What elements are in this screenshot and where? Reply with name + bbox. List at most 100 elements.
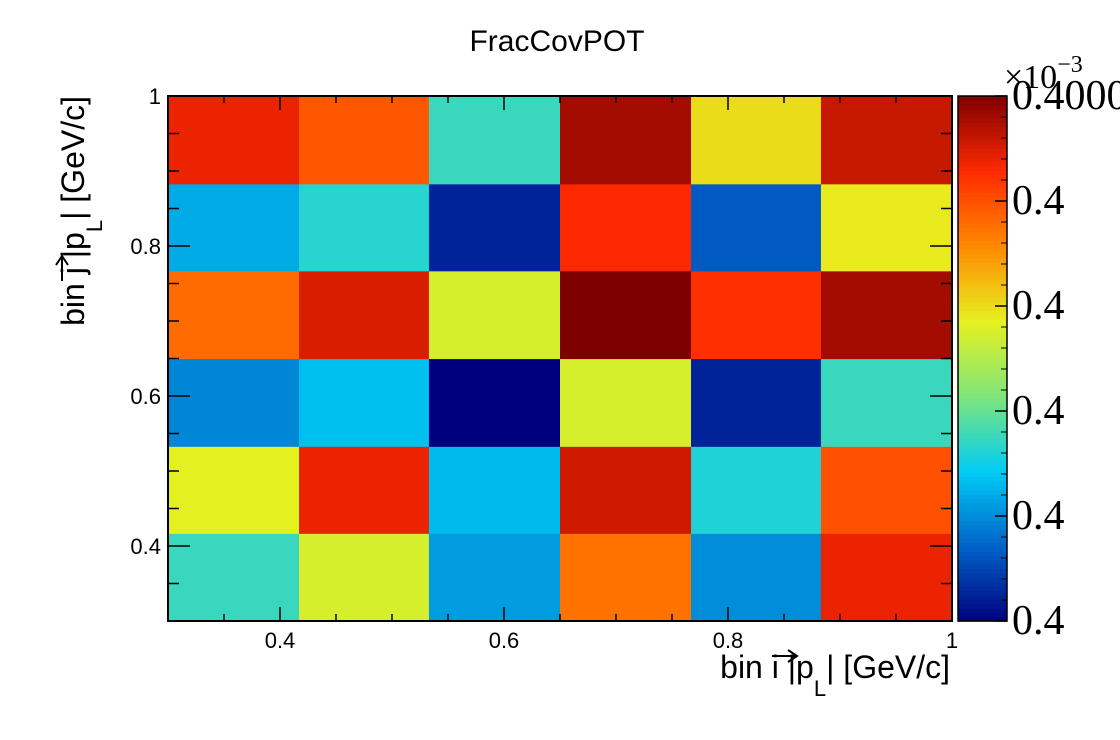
colorbar-swatch xyxy=(958,183,1007,189)
y-axis-title-subscript: L xyxy=(82,220,107,232)
x-tick-label: 0.6 xyxy=(489,628,520,653)
axes: 0.4 0.6 0.8 1 0.4 0.6 0.8 1 xyxy=(130,84,958,653)
colorbar-swatch xyxy=(958,441,1007,447)
colorbar-swatch xyxy=(958,117,1007,123)
heatmap-cell xyxy=(299,446,430,534)
heatmap-cell xyxy=(299,358,430,447)
colorbar-swatch xyxy=(958,174,1007,180)
colorbar-swatch xyxy=(958,113,1007,119)
colorbar-frame xyxy=(957,95,1008,622)
colorbar-swatch xyxy=(958,476,1007,482)
colorbar-swatch xyxy=(958,345,1007,351)
heatmap-cell xyxy=(560,270,692,360)
colorbar-swatch xyxy=(958,376,1007,382)
colorbar-swatch xyxy=(958,349,1007,355)
colorbar-swatch xyxy=(958,161,1007,167)
colorbar-swatch xyxy=(958,196,1007,202)
colorbar-tick-label: 0.4 xyxy=(1012,178,1065,224)
colorbar-swatch xyxy=(958,201,1007,207)
heatmap-cell xyxy=(299,533,430,622)
colorbar-tick-label: 0.4 xyxy=(1012,493,1065,539)
heatmap-cell xyxy=(428,533,561,622)
heatmap-cell xyxy=(428,96,561,185)
colorbar-swatch xyxy=(958,555,1007,561)
colorbar-swatch xyxy=(958,415,1007,421)
heatmap-cell xyxy=(820,533,953,622)
colorbar-swatch xyxy=(958,104,1007,110)
heatmap-cell xyxy=(428,270,561,360)
colorbar-swatch xyxy=(958,367,1007,373)
y-tick-label: 1 xyxy=(149,84,161,109)
x-tick-label: 0.8 xyxy=(713,628,744,653)
colorbar-swatch xyxy=(958,494,1007,500)
colorbar-swatch xyxy=(958,511,1007,517)
heatmap-cell xyxy=(168,183,300,272)
colorbar-swatch xyxy=(958,406,1007,412)
heatmap-cell xyxy=(820,358,953,447)
colorbar-swatch xyxy=(958,546,1007,552)
colorbar-swatch xyxy=(958,498,1007,504)
colorbar-swatch xyxy=(958,428,1007,434)
colorbar-swatch xyxy=(958,485,1007,491)
colorbar-swatch xyxy=(958,323,1007,329)
colorbar-swatch xyxy=(958,590,1007,596)
colorbar-swatch xyxy=(958,288,1007,294)
heatmap-cell xyxy=(428,183,561,272)
colorbar-swatch xyxy=(958,332,1007,338)
colorbar-swatch xyxy=(958,393,1007,399)
colorbar-swatch xyxy=(958,284,1007,290)
colorbar-swatch xyxy=(958,489,1007,495)
heatmap-cell xyxy=(820,446,953,534)
x-axis-title-p: p xyxy=(796,649,814,685)
colorbar-swatch xyxy=(958,516,1007,522)
colorbar-swatch xyxy=(958,481,1007,487)
x-axis-title-prefix: bin i | xyxy=(720,649,796,685)
colorbar-swatch xyxy=(958,432,1007,438)
colorbar-swatch xyxy=(958,266,1007,272)
heatmap-cell xyxy=(428,358,561,447)
colorbar-swatch xyxy=(958,559,1007,565)
colorbar-swatch xyxy=(958,135,1007,141)
colorbar-swatch xyxy=(958,586,1007,592)
x-axis-title-subscript: L xyxy=(814,676,826,701)
colorbar-swatch xyxy=(958,472,1007,478)
colorbar-swatch xyxy=(958,327,1007,333)
colorbar: 0.4 0.4 0.4 0.4 0.4 0.4000×10−3 xyxy=(957,52,1120,644)
colorbar-swatch xyxy=(958,612,1007,618)
heatmap-cell xyxy=(560,183,692,272)
y-axis-title-group: bin j |pL| [GeV/c] xyxy=(55,96,107,326)
colorbar-swatch xyxy=(958,292,1007,298)
colorbar-swatch xyxy=(958,616,1007,622)
y-axis-title-prefix: bin j | xyxy=(55,250,91,326)
y-axis-title-p: p xyxy=(55,232,91,250)
heatmap-cell xyxy=(299,270,430,360)
colorbar-swatch xyxy=(958,157,1007,163)
colorbar-swatch xyxy=(958,362,1007,368)
colorbar-swatch xyxy=(958,205,1007,211)
heatmap-cell xyxy=(820,183,953,272)
colorbar-swatch xyxy=(958,319,1007,325)
y-axis-title: bin j |pL| [GeV/c] xyxy=(55,96,107,326)
colorbar-swatch xyxy=(958,402,1007,408)
colorbar-tick-label: 0.4 xyxy=(1012,283,1065,329)
heatmap-cells xyxy=(168,96,953,622)
colorbar-swatch xyxy=(958,262,1007,268)
heatmap-cell xyxy=(691,533,822,622)
colorbar-swatch xyxy=(958,214,1007,220)
colorbar-swatch xyxy=(958,301,1007,307)
colorbar-swatch xyxy=(958,437,1007,443)
y-tick-label: 0.6 xyxy=(130,384,161,409)
colorbar-swatch xyxy=(958,446,1007,452)
heatmap-cell xyxy=(428,446,561,534)
colorbar-swatch xyxy=(958,222,1007,228)
colorbar-swatch xyxy=(958,306,1007,312)
colorbar-swatch xyxy=(958,271,1007,277)
x-axis-title-suffix: | [GeV/c] xyxy=(826,649,950,685)
colorbar-tick-label: 0.4 xyxy=(1012,388,1065,434)
colorbar-swatch xyxy=(958,218,1007,224)
colorbar-swatch xyxy=(958,380,1007,386)
colorbar-swatch xyxy=(958,257,1007,263)
colorbar-swatch xyxy=(958,529,1007,535)
colorbar-swatch xyxy=(958,463,1007,469)
